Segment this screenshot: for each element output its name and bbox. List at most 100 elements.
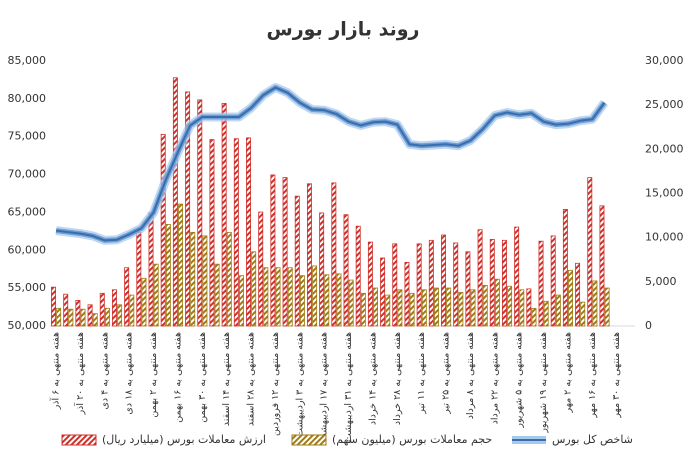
bar <box>385 294 391 327</box>
bar <box>550 235 556 327</box>
y-tick-label: 55,000 <box>8 281 47 294</box>
bar <box>258 211 264 327</box>
bar <box>263 267 269 327</box>
x-tick-label: هفته منتهی به ۱۹ شهریور <box>538 332 549 434</box>
bar <box>160 133 166 327</box>
bar <box>63 293 69 327</box>
bar <box>172 77 178 327</box>
bar <box>287 267 293 327</box>
bar <box>477 229 483 327</box>
x-tick-label: هفته منتهی به ۳۰ مهر <box>611 332 622 419</box>
y-tick-label: 75,000 <box>8 130 47 143</box>
x-tick-label: هفته منتهی به ۱۲ فروردین <box>270 332 281 436</box>
x-tick-label: هفته منتهی به ۱۶ بهمن <box>172 332 183 423</box>
x-tick-label: هفته منتهی به ۱۶ مهر <box>587 332 598 419</box>
x-tick-label: هفته منتهی به ۲ مهر <box>562 332 573 414</box>
bar <box>562 208 568 327</box>
bar <box>489 239 495 327</box>
x-tick-label: هفته منتهی به ۲۲ مرداد <box>489 332 500 424</box>
bar <box>441 234 446 327</box>
bar <box>446 287 452 327</box>
y-tick-label: 80,000 <box>8 92 47 105</box>
bar <box>336 273 342 327</box>
x-tick-label: هفته منتهی به ۳ اردیبهشت <box>294 332 305 437</box>
bar <box>197 99 203 327</box>
bar <box>514 226 520 327</box>
bar <box>380 257 386 327</box>
bar <box>202 235 208 327</box>
bar <box>56 307 62 327</box>
bar <box>294 195 300 327</box>
bar <box>104 307 110 327</box>
y2-tick-label: 10,000 <box>645 231 684 244</box>
bar <box>519 289 525 327</box>
bar <box>482 284 488 327</box>
chart-title: روند بازار بورس <box>267 19 420 41</box>
bar <box>129 294 135 327</box>
bar <box>246 137 251 327</box>
bar <box>348 279 354 327</box>
y2-tick-label: 30,000 <box>645 54 684 67</box>
bar <box>434 287 439 327</box>
x-tick-label: هفته منتهی به ۲ بهمن <box>148 332 159 418</box>
x-tick-label: هفته منتهی به ۵ شهریور <box>514 332 525 429</box>
bar <box>531 307 537 327</box>
bar <box>51 286 56 327</box>
bar <box>141 277 147 327</box>
y-tick-label: 70,000 <box>8 168 47 181</box>
y2-tick-label: 15,000 <box>645 187 684 200</box>
bar <box>409 292 415 327</box>
x-tick-label: هفته منتهی به ۱۴ خرداد <box>367 332 378 425</box>
bar <box>592 280 598 327</box>
bar <box>185 91 191 327</box>
y2-tick-label: 20,000 <box>645 142 684 155</box>
bar <box>209 139 215 327</box>
bar <box>575 262 581 327</box>
bar <box>526 288 532 327</box>
x-tick-label: هفته منتهی به ۱۱ تیر <box>416 332 427 415</box>
bar <box>282 177 288 327</box>
bar <box>428 239 434 327</box>
x-tick-label: هفته منتهی به ۲۰ آذر <box>73 332 86 415</box>
x-tick-label: هفته منتهی به ۶ آذر <box>49 332 62 410</box>
x-tick-label: هفته منتهی به ۳۰ بهمن <box>197 332 208 423</box>
legend-swatch <box>291 434 327 446</box>
bar <box>392 243 398 327</box>
bar <box>299 275 305 327</box>
bar <box>165 224 171 327</box>
bar <box>233 138 239 327</box>
bar <box>190 231 196 327</box>
bar <box>111 289 117 327</box>
bar <box>465 251 471 327</box>
bar <box>75 299 81 327</box>
bar <box>538 240 544 327</box>
y2-tick-label: 5,000 <box>645 275 677 288</box>
bar <box>587 177 593 327</box>
bar <box>251 251 257 327</box>
bar <box>416 243 422 327</box>
bar <box>226 231 232 327</box>
bar <box>501 239 507 327</box>
bar <box>604 287 610 327</box>
bar <box>470 289 476 327</box>
bar <box>68 308 74 327</box>
x-tick-label: هفته منتهی به ۲۵ تیر <box>441 332 452 415</box>
bar <box>397 289 403 327</box>
bar <box>214 263 220 327</box>
bar <box>568 269 574 327</box>
bar <box>507 285 513 327</box>
x-tick-label: هفته منتهی به ۱۴ اسفند <box>221 332 232 426</box>
legend-label: شاخص کل بورس <box>552 433 633 446</box>
bar <box>453 242 459 327</box>
line <box>55 86 606 242</box>
y2-tick-label: 0 <box>645 319 652 332</box>
bar <box>458 292 464 327</box>
bar <box>360 292 366 327</box>
bar <box>555 294 561 327</box>
bar <box>239 275 244 327</box>
bar <box>373 287 379 327</box>
bar <box>331 182 337 327</box>
bar <box>87 304 93 327</box>
y-tick-label: 65,000 <box>8 205 47 218</box>
